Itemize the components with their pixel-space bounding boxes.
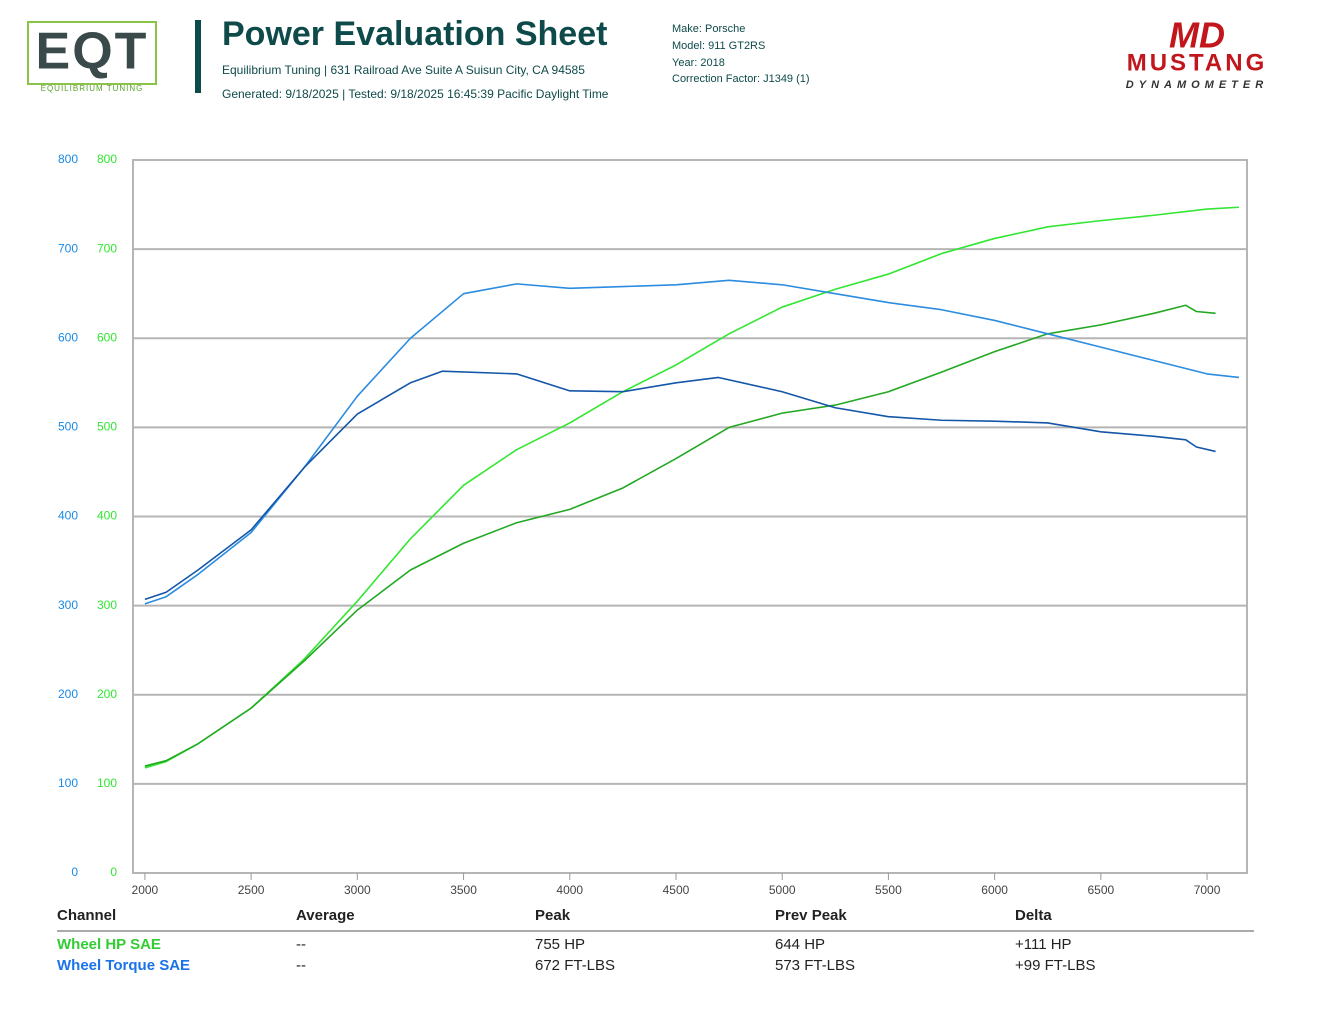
y-tick-label: 0: [71, 865, 78, 879]
x-tick-label: 6500: [1087, 883, 1114, 897]
x-tick-label: 5500: [875, 883, 902, 897]
x-tick-label: 5000: [769, 883, 796, 897]
table-header: Channel: [57, 907, 116, 924]
data-line: [144, 304, 1216, 767]
table-header: Peak: [535, 907, 571, 924]
x-tick-label: 2000: [132, 883, 159, 897]
y2-tick-label: 100: [97, 776, 117, 790]
generated: Generated: 9/18/2025 | Tested: 9/18/2025…: [222, 87, 609, 101]
y-tick-label: 700: [58, 241, 78, 255]
divider: [195, 20, 201, 93]
x-tick-label: 2500: [238, 883, 265, 897]
data-line: [144, 206, 1239, 769]
y2-tick-label: 700: [97, 241, 117, 255]
table-header: Average: [296, 907, 355, 924]
table-cell: +111 HP: [1015, 936, 1072, 953]
y2-tick-label: 400: [97, 509, 117, 523]
logo-frame: [27, 21, 157, 85]
table-cell: 644 HP: [775, 936, 825, 953]
table-header: Delta: [1015, 907, 1052, 924]
title: Power Evaluation Sheet: [222, 15, 607, 53]
data-line: [144, 370, 1216, 601]
brand-mark: MD: [1169, 15, 1225, 56]
vehicle-info: Year: 2018: [672, 57, 725, 69]
channel-name: Wheel HP SAE: [57, 936, 161, 953]
x-tick-label: 6000: [981, 883, 1008, 897]
y-tick-label: 200: [58, 687, 78, 701]
table-header: Prev Peak: [775, 907, 847, 924]
brand-subtitle: DYNAMOMETER: [1126, 79, 1268, 91]
eqt-logo: EQT EQUILIBRIUM TUNING: [27, 21, 157, 93]
table-cell: --: [296, 957, 306, 974]
chart: 0 100 200 300 400 500 600 700 800 0 100 200 300 400 50…: [58, 152, 1248, 897]
x-tick-label: 3500: [450, 883, 477, 897]
x-tick-label: 4000: [556, 883, 583, 897]
table-cell: --: [296, 936, 306, 953]
table-cell: 755 HP: [535, 936, 585, 953]
logo-text: EQT: [36, 23, 149, 81]
y2-tick-label: 300: [97, 598, 117, 612]
address: Equilibrium Tuning | 631 Railroad Ave Su…: [222, 63, 585, 77]
vehicle-info: Make: Porsche: [672, 23, 745, 35]
vehicle-info: Model: 911 GT2RS: [672, 40, 765, 52]
y2-tick-label: 500: [97, 420, 117, 434]
plot-frame: [132, 159, 1248, 874]
brand: MUSTANG: [1127, 49, 1268, 76]
table-cell: +99 FT-LBS: [1015, 957, 1095, 974]
y-tick-label: 100: [58, 776, 78, 790]
y-tick-label: 600: [58, 330, 78, 344]
y-tick-label: 500: [58, 420, 78, 434]
table-cell: 573 FT-LBS: [775, 957, 855, 974]
mustang-logo: MD MUSTANG DYNAMOMETER: [1126, 15, 1268, 91]
y2-tick-label: 800: [97, 152, 117, 166]
x-tick-label: 7000: [1194, 883, 1221, 897]
logo-subtitle: EQUILIBRIUM TUNING: [41, 84, 144, 93]
vehicle-info: Correction Factor: J1349 (1): [672, 73, 810, 85]
y2-tick-label: 600: [97, 330, 117, 344]
y-tick-label: 400: [58, 509, 78, 523]
table: Channel Average Peak Prev Peak Delta Wheel HP…: [57, 907, 1254, 974]
table-cell: 672 FT-LBS: [535, 957, 615, 974]
x-tick-label: 4500: [663, 883, 690, 897]
channel-name: Wheel Torque SAE: [57, 957, 190, 974]
y-tick-label: 800: [58, 152, 78, 166]
y2-tick-label: 200: [97, 687, 117, 701]
y2-tick-label: 0: [110, 865, 117, 879]
x-tick-label: 3000: [344, 883, 371, 897]
y-tick-label: 300: [58, 598, 78, 612]
